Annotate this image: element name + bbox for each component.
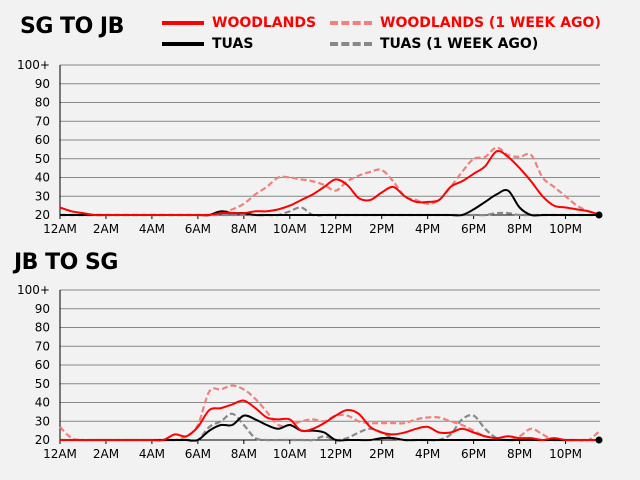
x-tick-label: 10PM bbox=[549, 222, 582, 236]
end-marker bbox=[595, 436, 603, 444]
x-tick-label: 8AM bbox=[231, 222, 257, 236]
x-tick-label: 8PM bbox=[507, 447, 532, 461]
x-tick-label: 6PM bbox=[461, 222, 486, 236]
x-tick-label: 12AM bbox=[43, 222, 77, 236]
chart-title-sg-to-jb: SG TO JB bbox=[20, 14, 124, 39]
x-tick-label: 8PM bbox=[507, 222, 532, 236]
x-tick-label: 2PM bbox=[369, 222, 394, 236]
series-line-woodlands bbox=[60, 399, 600, 442]
y-tick-label: 80 bbox=[35, 321, 50, 335]
y-tick-label: 90 bbox=[35, 302, 50, 316]
legend-label-woodlands: WOODLANDS bbox=[212, 15, 317, 31]
x-tick-label: 8AM bbox=[231, 447, 257, 461]
x-tick-label: 10PM bbox=[549, 447, 582, 461]
legend-swatch-tuas-week bbox=[330, 42, 372, 46]
y-tick-label: 40 bbox=[35, 171, 50, 185]
x-tick-label: 6AM bbox=[185, 222, 211, 236]
y-tick-label: 20 bbox=[35, 208, 50, 222]
y-tick-label: 100+ bbox=[17, 283, 50, 297]
legend-label-tuas: TUAS bbox=[212, 36, 254, 52]
legend-label-woodlands-week: WOODLANDS (1 WEEK AGO) bbox=[380, 15, 601, 31]
legend-label-tuas-week: TUAS (1 WEEK AGO) bbox=[380, 36, 539, 52]
chart-title-jb-to-sg: JB TO SG bbox=[14, 250, 118, 275]
y-tick-label: 70 bbox=[35, 339, 50, 353]
series-line-woodlands-week bbox=[59, 384, 601, 442]
y-tick-label: 60 bbox=[35, 358, 50, 372]
series-line-tuas bbox=[60, 188, 600, 217]
legend-woodlands: WOODLANDS bbox=[162, 15, 316, 31]
y-tick-label: 80 bbox=[35, 96, 50, 110]
x-tick-label: 12PM bbox=[319, 222, 352, 236]
legend-tuas: TUAS bbox=[162, 36, 253, 52]
legend-swatch-woodlands-week bbox=[330, 21, 372, 25]
series-line-woodlands bbox=[59, 149, 601, 217]
y-tick-label: 30 bbox=[35, 189, 50, 203]
x-tick-label: 12PM bbox=[319, 447, 352, 461]
x-tick-label: 2AM bbox=[93, 447, 119, 461]
y-tick-label: 60 bbox=[35, 133, 50, 147]
x-tick-label: 2PM bbox=[369, 447, 394, 461]
y-tick-label: 30 bbox=[35, 414, 50, 428]
y-tick-label: 20 bbox=[35, 433, 50, 447]
y-tick-label: 40 bbox=[35, 396, 50, 410]
y-tick-label: 70 bbox=[35, 114, 50, 128]
legend-swatch-tuas bbox=[162, 42, 204, 46]
x-tick-label: 10AM bbox=[273, 222, 307, 236]
x-tick-label: 4AM bbox=[139, 222, 165, 236]
x-tick-label: 12AM bbox=[43, 447, 77, 461]
x-tick-label: 4AM bbox=[139, 447, 165, 461]
x-tick-label: 6AM bbox=[185, 447, 211, 461]
legend-swatch-woodlands bbox=[162, 21, 204, 25]
y-tick-label: 50 bbox=[35, 377, 50, 391]
legend-woodlands-week: WOODLANDS (1 WEEK AGO) bbox=[330, 15, 601, 31]
y-tick-label: 100+ bbox=[17, 58, 50, 72]
x-tick-label: 6PM bbox=[461, 447, 486, 461]
y-tick-label: 50 bbox=[35, 152, 50, 166]
x-tick-label: 4PM bbox=[415, 447, 440, 461]
end-marker bbox=[595, 211, 603, 219]
legend-tuas-week: TUAS (1 WEEK AGO) bbox=[330, 36, 538, 52]
x-tick-label: 4PM bbox=[415, 222, 440, 236]
x-tick-label: 2AM bbox=[93, 222, 119, 236]
x-tick-label: 10AM bbox=[273, 447, 307, 461]
y-tick-label: 90 bbox=[35, 77, 50, 91]
